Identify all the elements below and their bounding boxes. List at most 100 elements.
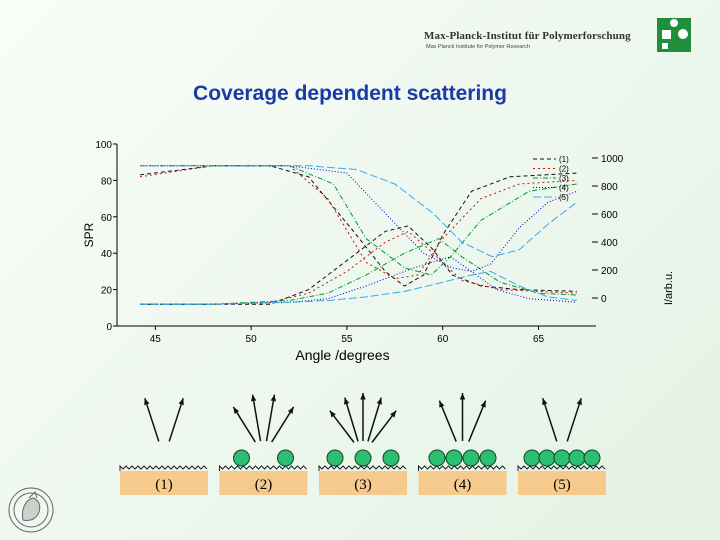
x-axis-label: Angle /degrees [295,347,389,363]
arrow-head [144,398,150,406]
adsorbed-particle [428,449,446,467]
legend-label: (5) [559,193,569,202]
panel-label: (1) [155,477,173,493]
substrate-block [319,471,407,495]
scattered-light-arrow [542,397,558,442]
y-left-tick-label: 40 [101,249,113,260]
polymer-brush-layer [219,464,307,471]
panel-label: (3) [354,477,372,493]
adsorbed-particle [479,449,497,467]
y-right-tick-label: 600 [601,210,618,221]
arrow-head [390,410,397,418]
y-left-tick-label: 100 [95,140,112,151]
scattered-light-arrow [251,394,262,442]
chart-lines [139,165,578,305]
legend-label: (1) [559,155,569,164]
y-right-tick-label: 1000 [601,154,624,165]
legend-label: (4) [559,184,569,193]
scattered-light-arrow [265,394,276,442]
x-tick-label: 65 [533,334,545,345]
series-3-scattering-line [140,238,577,305]
scattered-light-arrow [367,397,382,442]
polymer-brush-layer [517,464,606,471]
polymer-brush-layer [418,464,506,471]
arrow-head [287,406,294,414]
y-right-tick-label: 200 [601,266,618,277]
panel-label: (5) [553,477,571,493]
y-left-tick-label: 60 [101,213,113,224]
panel-label: (4) [454,477,472,493]
arrow-head [270,394,277,402]
scattered-light-arrow [344,397,359,442]
arrow-head [439,400,445,408]
institute-name: Max-Planck-Institut für Polymerforschung [424,30,631,42]
y-left-tick-label: 20 [101,286,113,297]
institute-subtitle: Max Planck Institute for Polymer Researc… [426,44,530,50]
diagram-panel: (3) [318,393,407,495]
diagram-panel: (5) [517,397,606,495]
diagram-panel: (2) [219,394,308,495]
scattered-light-arrow [168,397,184,442]
y-right-tick-label: 400 [601,238,618,249]
chart-legend: (1)(2)(3)(4)(5) [533,155,569,202]
y-right-axis-label: I/arb.u. [663,271,675,305]
arrow-head [459,393,466,400]
slide-title: Coverage dependent scattering [193,82,507,105]
scattered-light-arrow [144,397,160,442]
polymer-brush-layer [119,464,208,471]
arrow-head [344,397,350,405]
substrate-block [219,471,308,495]
x-tick-label: 60 [437,334,449,345]
x-tick-label: 50 [246,334,258,345]
arrow-head [480,400,486,408]
arrow-head [576,398,582,406]
series-5-scattering-line [140,270,577,305]
substrate-block [418,471,507,495]
adsorbed-particle [445,449,463,467]
scattered-light-arrow [329,410,355,443]
adsorbed-particle [553,449,571,467]
substrate-block [518,471,606,495]
x-tick-label: 55 [341,334,353,345]
y-left-tick-label: 0 [106,322,112,333]
diagram-panel: (1) [119,397,208,495]
chart-axes: 0 20 40 60 80 100 45 50 55 60 65 0 200 400 600 800 1000 A… [82,140,675,363]
panel-label: (2) [255,477,273,493]
adsorbed-particle [233,449,250,467]
adsorbed-particle [277,449,294,467]
arrow-head [233,406,240,414]
x-tick-label: 45 [150,334,162,345]
scattered-light-arrow [468,400,487,442]
adsorbed-particle [523,449,541,467]
adsorbed-particle [382,449,400,467]
arrow-head [542,398,548,406]
arrow-head [329,410,336,418]
adsorbed-particle [538,449,556,467]
arrow-head [178,398,184,406]
y-right-tick-label: 0 [601,294,607,305]
legend-label: (2) [559,165,569,174]
scattered-light-arrow [566,397,582,442]
polymer-brush-layer [318,464,407,471]
substrate-block [120,471,208,495]
y-left-axis-label: SPR [82,222,96,247]
adsorbed-particle [354,449,372,467]
adsorbed-particle [326,449,344,467]
scattered-light-arrow [371,410,397,443]
arrow-head [376,397,382,405]
adsorbed-particle [568,449,586,467]
y-left-tick-label: 80 [101,176,113,187]
adsorbed-particle [462,449,480,467]
scattered-light-arrow [438,400,457,442]
arrow-head [250,394,257,402]
scattered-light-arrow [232,406,256,443]
arrow-head [360,393,366,400]
scattered-light-arrow [271,406,295,443]
y-right-tick-label: 800 [601,182,618,193]
series-5-reflectivity-line [140,165,578,258]
diagram-panel: (4) [418,393,507,495]
legend-label: (3) [559,174,569,183]
adsorbed-particle [583,449,601,467]
